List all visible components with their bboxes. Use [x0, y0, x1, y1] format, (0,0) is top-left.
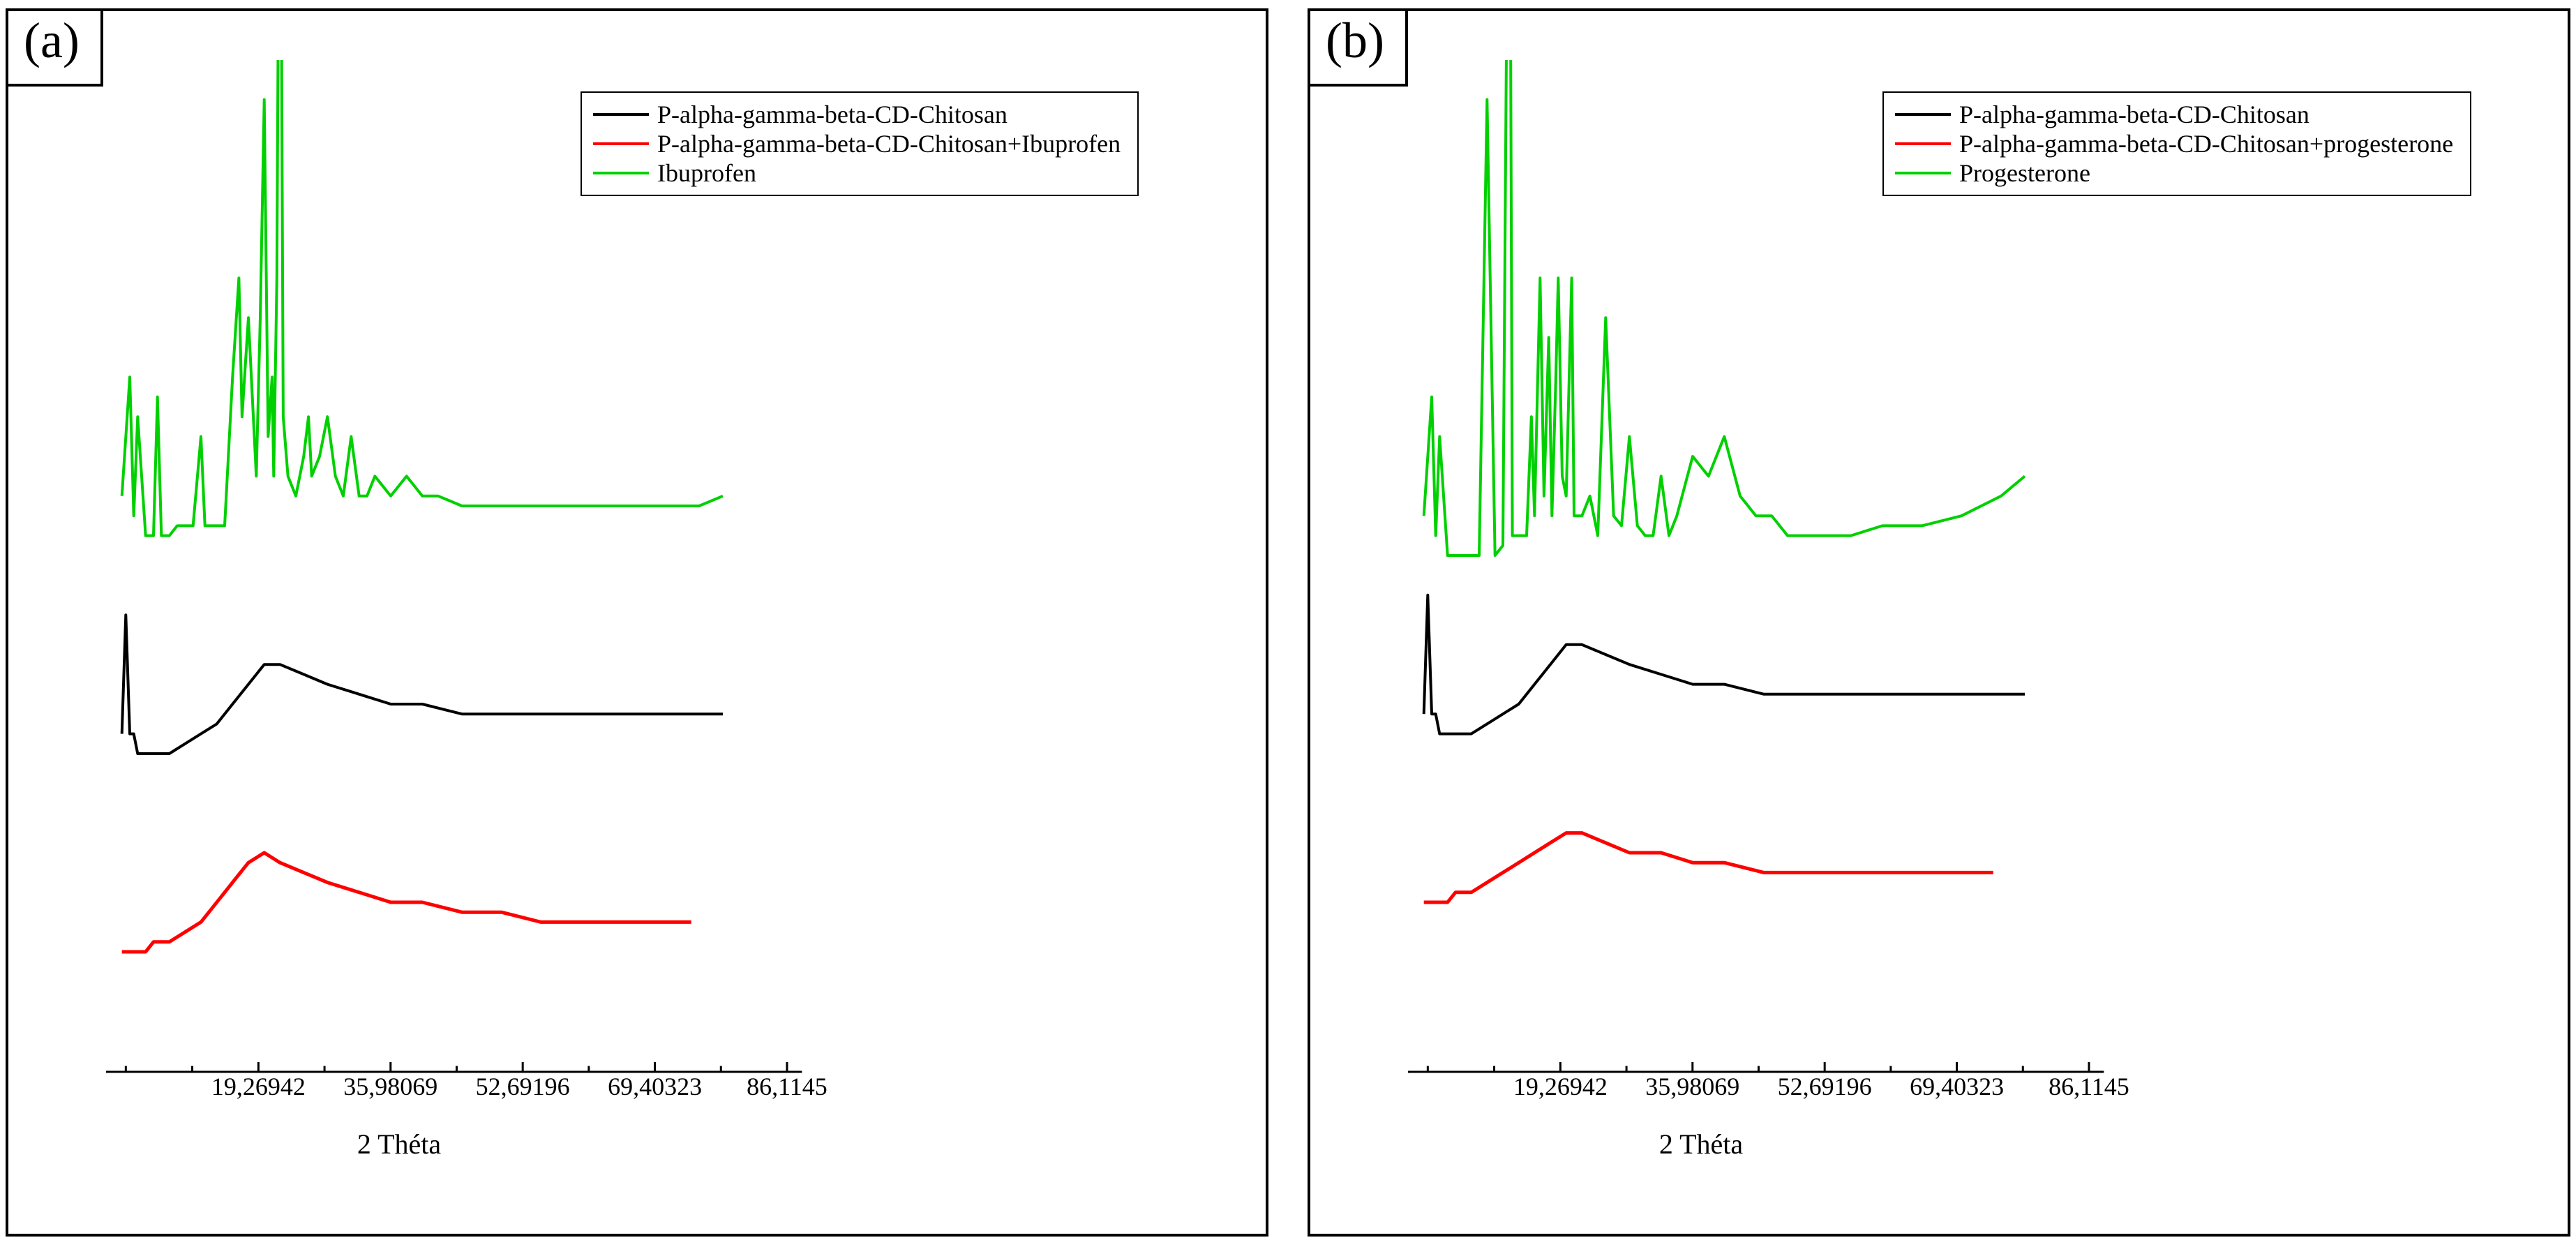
panel-b-series-group — [1424, 60, 2025, 902]
panel-b-label: (b) — [1326, 13, 1384, 68]
x-axis-tick-label: 52,69196 — [476, 1072, 570, 1101]
series-line — [122, 60, 723, 536]
series-line — [1424, 595, 2025, 734]
series-line — [122, 853, 691, 952]
x-axis-tick-label: 86,1145 — [2049, 1072, 2129, 1101]
panel-a-xtick-container: 19,2694235,9806952,6919669,4032386,1145 — [106, 1072, 818, 1107]
panel-a-plot-svg — [106, 60, 818, 1086]
panel-b-plot-svg — [1408, 60, 2120, 1086]
panel-a-label-box: (a) — [6, 8, 103, 87]
series-line — [1424, 60, 2025, 555]
series-line — [122, 615, 723, 754]
x-axis-tick-label: 19,26942 — [1513, 1072, 1608, 1101]
x-axis-tick-label: 69,40323 — [1910, 1072, 2004, 1101]
series-line — [1424, 833, 1993, 902]
panel-a-axis-group — [106, 1062, 802, 1072]
x-axis-tick-label: 35,98069 — [343, 1072, 437, 1101]
panel-a-label: (a) — [24, 13, 80, 68]
x-axis-tick-label: 69,40323 — [608, 1072, 702, 1101]
figure-container: (a) P-alpha-gamma-beta-CD-Chitosan P-alp… — [0, 0, 2576, 1247]
panel-b-xtick-container: 19,2694235,9806952,6919669,4032386,1145 — [1408, 1072, 2120, 1107]
panel-b-x-axis-title: 2 Théta — [1659, 1128, 1743, 1160]
panel-b-axis-group — [1408, 1062, 2104, 1072]
panel-a-x-axis-title: 2 Théta — [357, 1128, 441, 1160]
x-axis-tick-label: 19,26942 — [211, 1072, 306, 1101]
panel-b-label-box: (b) — [1308, 8, 1408, 87]
x-axis-tick-label: 86,1145 — [747, 1072, 828, 1101]
panel-a: (a) P-alpha-gamma-beta-CD-Chitosan P-alp… — [6, 8, 1268, 1237]
panel-a-series-group — [122, 60, 723, 952]
panel-b: (b) P-alpha-gamma-beta-CD-Chitosan P-alp… — [1308, 8, 2570, 1237]
x-axis-tick-label: 52,69196 — [1778, 1072, 1872, 1101]
x-axis-tick-label: 35,98069 — [1645, 1072, 1739, 1101]
